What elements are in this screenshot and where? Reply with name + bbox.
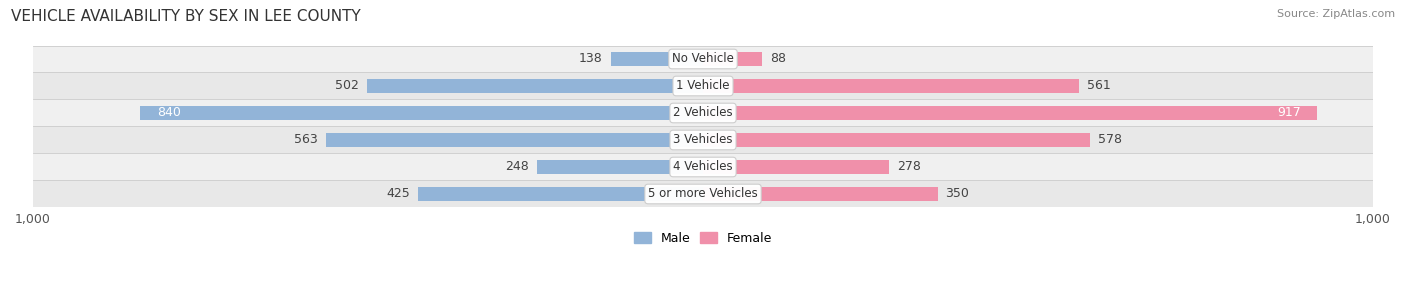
Bar xyxy=(32,127,1374,153)
Bar xyxy=(703,106,1317,120)
Text: 1 Vehicle: 1 Vehicle xyxy=(676,80,730,92)
Text: 88: 88 xyxy=(770,52,786,66)
Bar xyxy=(32,181,1374,207)
Bar xyxy=(32,99,1374,127)
Text: 138: 138 xyxy=(579,52,603,66)
Bar xyxy=(703,52,762,66)
Bar xyxy=(418,187,703,201)
Text: 563: 563 xyxy=(294,134,318,146)
Text: 840: 840 xyxy=(157,106,181,120)
Bar xyxy=(703,160,889,174)
Text: 425: 425 xyxy=(387,188,411,200)
Text: 578: 578 xyxy=(1098,134,1122,146)
Legend: Male, Female: Male, Female xyxy=(628,227,778,250)
Text: VEHICLE AVAILABILITY BY SEX IN LEE COUNTY: VEHICLE AVAILABILITY BY SEX IN LEE COUNT… xyxy=(11,9,361,24)
Bar xyxy=(141,106,703,120)
Bar xyxy=(326,133,703,147)
Text: 350: 350 xyxy=(946,188,970,200)
Bar xyxy=(703,133,1090,147)
Bar xyxy=(703,79,1078,93)
Bar xyxy=(32,45,1374,73)
Bar xyxy=(367,79,703,93)
Text: 5 or more Vehicles: 5 or more Vehicles xyxy=(648,188,758,200)
Text: 3 Vehicles: 3 Vehicles xyxy=(673,134,733,146)
Text: No Vehicle: No Vehicle xyxy=(672,52,734,66)
Text: Source: ZipAtlas.com: Source: ZipAtlas.com xyxy=(1277,9,1395,19)
Text: 561: 561 xyxy=(1087,80,1111,92)
Bar xyxy=(32,73,1374,99)
Text: 502: 502 xyxy=(335,80,359,92)
Bar xyxy=(703,187,938,201)
Text: 248: 248 xyxy=(505,160,529,174)
Bar xyxy=(610,52,703,66)
Bar xyxy=(537,160,703,174)
Text: 278: 278 xyxy=(897,160,921,174)
Text: 4 Vehicles: 4 Vehicles xyxy=(673,160,733,174)
Text: 2 Vehicles: 2 Vehicles xyxy=(673,106,733,120)
Bar xyxy=(32,153,1374,181)
Text: 917: 917 xyxy=(1277,106,1301,120)
